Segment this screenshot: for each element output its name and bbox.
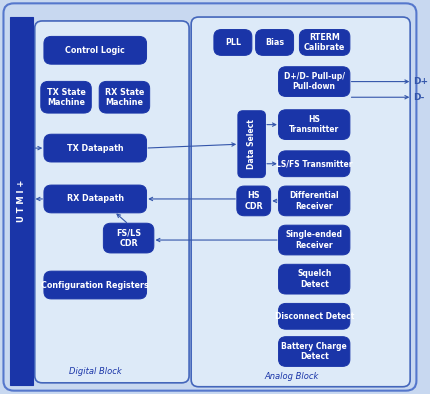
FancyBboxPatch shape — [41, 82, 91, 113]
Text: Single-ended
Receiver: Single-ended Receiver — [285, 230, 342, 250]
Text: D-: D- — [412, 93, 424, 102]
Text: FS/LS
CDR: FS/LS CDR — [116, 229, 141, 248]
Text: TX Datapath: TX Datapath — [67, 143, 123, 152]
FancyBboxPatch shape — [255, 30, 293, 56]
Text: Bias: Bias — [264, 38, 283, 47]
FancyBboxPatch shape — [278, 186, 349, 216]
FancyBboxPatch shape — [278, 303, 349, 329]
Text: TX State
Machine: TX State Machine — [46, 87, 85, 107]
Text: HS
Transmitter: HS Transmitter — [289, 115, 338, 134]
FancyBboxPatch shape — [213, 30, 251, 56]
Text: Data Select: Data Select — [246, 119, 255, 169]
FancyBboxPatch shape — [44, 271, 146, 299]
Text: Differential
Receiver: Differential Receiver — [289, 191, 338, 211]
Text: Squelch
Detect: Squelch Detect — [296, 269, 331, 289]
FancyBboxPatch shape — [103, 223, 154, 253]
FancyBboxPatch shape — [278, 336, 349, 366]
Text: HS
CDR: HS CDR — [244, 191, 262, 211]
FancyBboxPatch shape — [237, 111, 265, 178]
Text: PLL: PLL — [224, 38, 240, 47]
Text: D+/D- Pull-up/
Pull-down: D+/D- Pull-up/ Pull-down — [283, 72, 344, 91]
Bar — [10, 17, 33, 385]
FancyBboxPatch shape — [44, 36, 146, 64]
FancyBboxPatch shape — [278, 110, 349, 139]
FancyBboxPatch shape — [278, 225, 349, 255]
Text: RTERM
Calibrate: RTERM Calibrate — [303, 33, 344, 52]
FancyBboxPatch shape — [191, 17, 409, 387]
FancyBboxPatch shape — [44, 134, 146, 162]
Text: Configuration Registers: Configuration Registers — [41, 281, 149, 290]
FancyBboxPatch shape — [3, 3, 415, 391]
FancyBboxPatch shape — [237, 186, 270, 216]
FancyBboxPatch shape — [35, 21, 189, 383]
Text: RX Datapath: RX Datapath — [67, 195, 123, 203]
FancyBboxPatch shape — [299, 30, 349, 56]
Text: Battery Charge
Detect: Battery Charge Detect — [281, 342, 346, 361]
Text: Control Logic: Control Logic — [65, 46, 125, 55]
Text: Disconnect Detect: Disconnect Detect — [274, 312, 353, 321]
Text: RX State
Machine: RX State Machine — [104, 87, 144, 107]
Text: D+: D+ — [412, 77, 427, 86]
Text: Analog Block: Analog Block — [264, 372, 318, 381]
FancyBboxPatch shape — [278, 264, 349, 294]
Text: LS/FS Transmitter: LS/FS Transmitter — [275, 159, 352, 168]
Text: Digital Block: Digital Block — [69, 366, 121, 375]
FancyBboxPatch shape — [99, 82, 149, 113]
FancyBboxPatch shape — [44, 185, 146, 213]
FancyBboxPatch shape — [278, 67, 349, 97]
Text: U T M I +: U T M I + — [17, 180, 26, 222]
FancyBboxPatch shape — [278, 151, 349, 177]
